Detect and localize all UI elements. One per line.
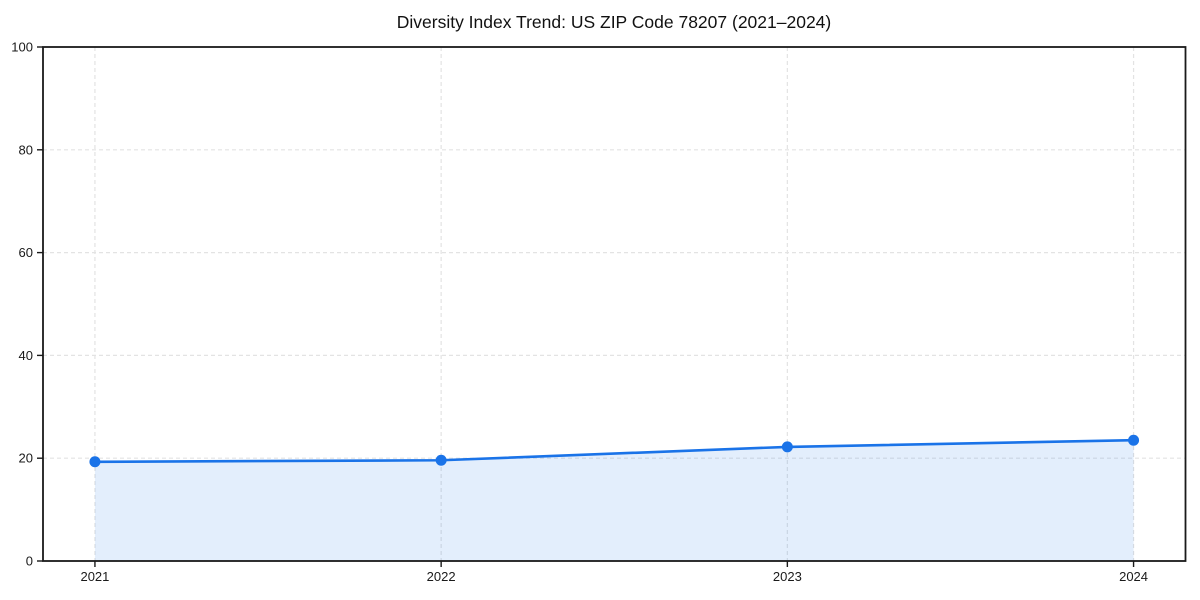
- data-point-2024: [1128, 434, 1140, 446]
- y-tick-label: 100: [11, 40, 33, 55]
- plot-border: [42, 46, 1187, 562]
- data-point-2022: [435, 454, 447, 466]
- y-tick-label: 0: [26, 554, 33, 569]
- y-tick-label: 20: [19, 451, 33, 466]
- trend-line: [93, 438, 1135, 464]
- y-tick-label: 60: [19, 245, 33, 260]
- x-tick-label: 2021: [80, 569, 109, 584]
- data-point-2021: [89, 456, 101, 468]
- x-tick-label: 2024: [1119, 569, 1148, 584]
- area-fill: [94, 440, 1134, 561]
- y-tick-label: 40: [19, 348, 33, 363]
- x-tick-label: 2022: [427, 569, 456, 584]
- chart-title: Diversity Index Trend: US ZIP Code 78207…: [396, 12, 832, 32]
- x-tick-label: 2023: [773, 569, 802, 584]
- data-point-2023: [781, 441, 793, 453]
- y-tick-label: 80: [19, 142, 33, 157]
